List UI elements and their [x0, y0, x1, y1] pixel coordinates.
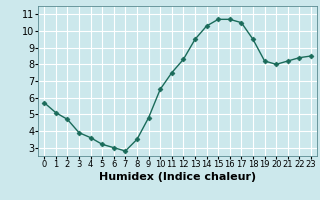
X-axis label: Humidex (Indice chaleur): Humidex (Indice chaleur) — [99, 172, 256, 182]
